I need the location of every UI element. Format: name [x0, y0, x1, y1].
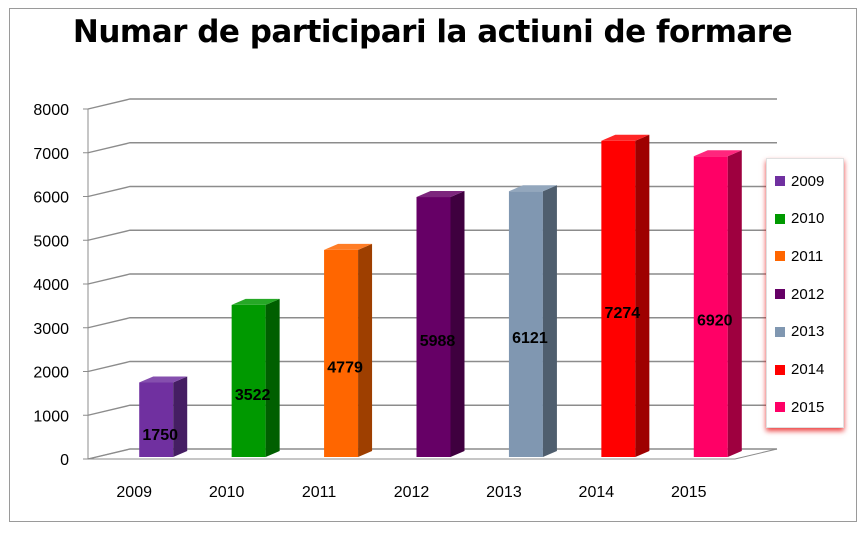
bar-side	[635, 134, 650, 457]
legend-swatch	[775, 176, 785, 186]
y-tick-label: 4000	[33, 277, 69, 294]
bar-top	[508, 185, 557, 192]
legend-swatch	[775, 213, 785, 224]
bar-2012	[416, 197, 451, 457]
gridline	[87, 229, 777, 241]
legend-label: 2014	[791, 361, 825, 378]
y-tick-label: 6000	[33, 190, 69, 207]
y-tick-label: 7000	[33, 146, 69, 163]
data-label: 5988	[420, 333, 456, 350]
legend-item-2012: 2012	[775, 284, 824, 304]
bar-side	[173, 376, 188, 457]
data-label: 6121	[512, 330, 548, 347]
legend-item-2010: 2010	[775, 209, 824, 229]
legend-label: 2012	[791, 285, 825, 303]
bar-2013	[508, 191, 543, 458]
gridline	[87, 448, 777, 460]
bar-side	[542, 185, 557, 458]
y-tick-label: 8000	[33, 102, 69, 119]
chart-legend: 2009 2010 2011 2012 2013 2014 2015	[766, 158, 844, 428]
x-tick-label: 2010	[209, 484, 245, 501]
bar-side	[450, 191, 465, 457]
chart-title: Numar de participari la actiuni de forma…	[72, 14, 793, 50]
x-tick-label: 2014	[579, 484, 615, 501]
legend-swatch	[775, 326, 785, 337]
x-tick-label: 2013	[486, 484, 522, 501]
y-tick-label: 1000	[33, 408, 69, 425]
bar-2011	[324, 249, 359, 457]
data-label: 1750	[142, 427, 178, 444]
legend-label: 2013	[791, 323, 825, 341]
bar-2009	[139, 382, 174, 457]
gridline	[87, 98, 777, 110]
x-tick-label: 2011	[302, 484, 337, 501]
gridline	[87, 360, 777, 373]
y-tick-label: 2000	[33, 365, 69, 382]
y-tick-label: 0	[60, 452, 69, 469]
bar-side	[727, 150, 742, 457]
bar-2014	[601, 140, 636, 457]
legend-swatch	[775, 364, 785, 375]
legend-label: 2015	[791, 398, 825, 416]
gridline	[87, 142, 777, 154]
gridline	[87, 317, 777, 329]
bar-top	[601, 134, 650, 141]
x-tick-label: 2015	[671, 484, 707, 501]
legend-item-2011: 2011	[775, 246, 823, 266]
y-tick-label: 3000	[33, 321, 69, 338]
legend-swatch	[775, 402, 785, 413]
legend-item-2009: 2009	[775, 171, 824, 191]
y-tick-label: 5000	[33, 233, 69, 250]
x-tick-label: 2009	[116, 484, 152, 501]
legend-swatch	[775, 289, 785, 300]
data-label: 3522	[235, 387, 271, 404]
bar-side	[265, 298, 280, 457]
legend-label: 2011	[791, 247, 824, 265]
bar-side	[358, 243, 373, 457]
bar-2015	[693, 156, 728, 457]
legend-swatch	[775, 251, 785, 262]
legend-label: 2010	[791, 210, 825, 228]
gridline	[87, 404, 777, 416]
legend-item-2014: 2014	[775, 360, 824, 380]
bar-top	[693, 150, 742, 157]
bar-top	[324, 243, 373, 250]
gridline	[87, 185, 777, 198]
data-label: 7274	[605, 305, 641, 322]
legend-label: 2009	[791, 172, 825, 190]
bar-2010	[231, 304, 266, 457]
legend-item-2013: 2013	[775, 322, 824, 342]
gridline	[87, 273, 777, 285]
legend-item-2015: 2015	[775, 397, 824, 417]
bar-top	[139, 376, 188, 383]
data-label: 6920	[697, 313, 733, 330]
bar-top	[231, 298, 280, 305]
x-tick-label: 2012	[394, 484, 430, 501]
data-label: 4779	[327, 359, 363, 376]
bar-top	[416, 191, 465, 198]
